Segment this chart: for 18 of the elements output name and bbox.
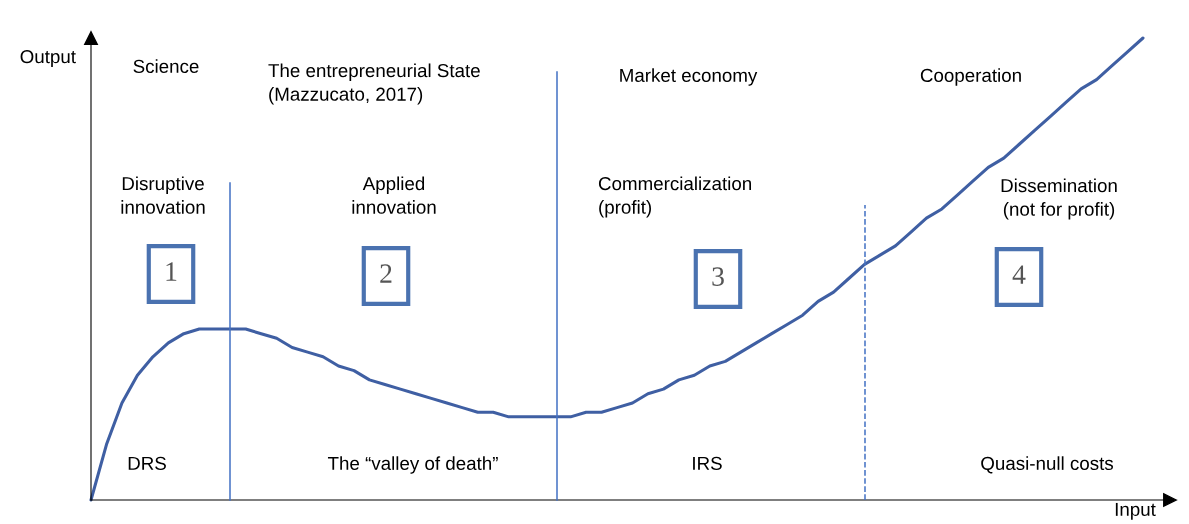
annotation: Disruptive innovation (121, 176, 205, 214)
annotation: Market economy (620, 68, 758, 86)
annotation: 4 (1012, 265, 1026, 284)
annotation: The “valley of death” (327, 456, 498, 474)
annotation: IRS (693, 456, 722, 471)
annotation: Quasi-null costs (981, 456, 1114, 474)
annotation: Applied innovation (352, 176, 436, 214)
x-axis-title: Input (1115, 502, 1156, 520)
annotation: 1 (166, 262, 177, 281)
annotation: Commercialization (profit) (598, 176, 751, 218)
y-axis-title: Output (20, 50, 76, 67)
annotation: DRS (128, 456, 166, 471)
annotation: The entrepreneurial State (Mazzucato, 2017) (268, 63, 480, 105)
annotation: Science (133, 59, 199, 74)
annotation: Dissemination (not for profit) (1001, 178, 1117, 220)
annotation: 3 (712, 267, 724, 286)
annotation: Cooperation (920, 68, 1021, 86)
annotation: 2 (380, 264, 392, 283)
